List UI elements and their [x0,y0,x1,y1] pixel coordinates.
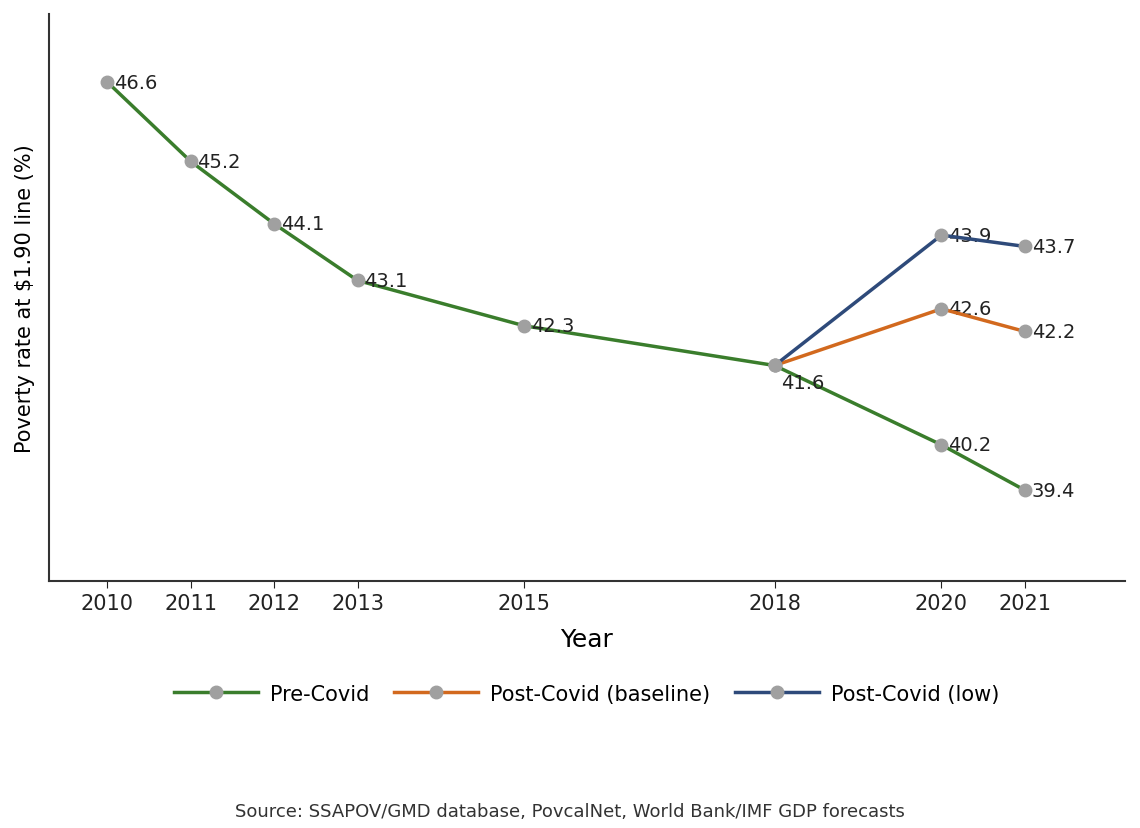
Text: 43.7: 43.7 [1032,238,1075,257]
Y-axis label: Poverty rate at $1.90 line (%): Poverty rate at $1.90 line (%) [15,144,35,452]
Text: 39.4: 39.4 [1032,481,1075,500]
Text: 40.2: 40.2 [948,436,992,455]
Legend: Pre-Covid, Post-Covid (baseline), Post-Covid (low): Pre-Covid, Post-Covid (baseline), Post-C… [166,676,1008,712]
Text: 42.3: 42.3 [531,317,575,336]
Text: 42.6: 42.6 [948,300,992,319]
Text: 42.2: 42.2 [1032,323,1075,342]
Text: 43.1: 43.1 [364,272,408,291]
X-axis label: Year: Year [561,627,613,651]
Text: 41.6: 41.6 [781,373,824,392]
Text: 46.6: 46.6 [114,74,157,93]
Text: 44.1: 44.1 [280,215,324,234]
Text: 43.9: 43.9 [948,226,992,245]
Text: Source: SSAPOV/GMD database, PovcalNet, World Bank/IMF GDP forecasts: Source: SSAPOV/GMD database, PovcalNet, … [235,802,905,820]
Text: 45.2: 45.2 [197,152,241,171]
